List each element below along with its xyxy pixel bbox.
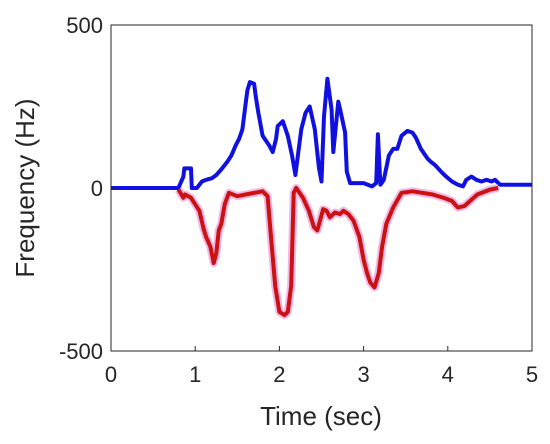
y-tick-label: -500 [59, 339, 103, 364]
y-tick-label: 500 [66, 13, 103, 38]
x-axis-label: Time (sec) [260, 401, 382, 431]
x-tick-label: 4 [442, 362, 454, 387]
x-tick-label: 0 [105, 362, 117, 387]
series-layer [111, 76, 532, 320]
x-tick-label: 3 [357, 362, 369, 387]
red-series-halo [174, 184, 500, 320]
x-tick-label: 5 [526, 362, 538, 387]
blue-series-line [111, 76, 532, 190]
x-tick-label: 1 [189, 362, 201, 387]
y-tick-label: 0 [91, 176, 103, 201]
red-series-line [176, 186, 499, 318]
x-tick-label: 2 [273, 362, 285, 387]
y-axis-label: Frequency (Hz) [10, 98, 40, 277]
